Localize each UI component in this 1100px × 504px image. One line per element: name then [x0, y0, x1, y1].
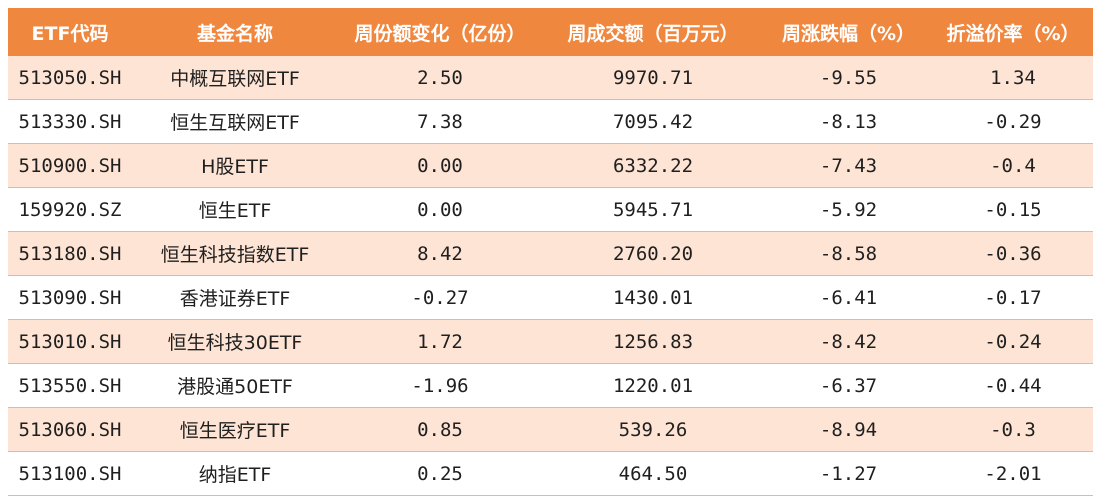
cell-turnover: 1256.83 [542, 319, 764, 364]
table-row: 513050.SH 中概互联网ETF 2.50 9970.71 -9.55 1.… [8, 56, 1093, 100]
cell-share-change: 7.38 [338, 99, 542, 144]
cell-premium: -0.24 [933, 319, 1093, 364]
cell-share-change: 0.00 [338, 143, 542, 188]
cell-weekly-change: -8.42 [764, 319, 933, 364]
etf-table-container: ETF代码 基金名称 周份额变化（亿份） 周成交额（百万元） 周涨跌幅（%） 折… [8, 8, 1093, 496]
table-row: 513180.SH 恒生科技指数ETF 8.42 2760.20 -8.58 -… [8, 231, 1093, 276]
cell-etf-code: 513100.SH [8, 451, 132, 496]
cell-weekly-change: -6.37 [764, 363, 933, 408]
cell-fund-name: 恒生ETF [132, 187, 338, 232]
cell-share-change: -1.96 [338, 363, 542, 408]
cell-fund-name: 恒生医疗ETF [132, 407, 338, 452]
cell-share-change: 0.25 [338, 451, 542, 496]
cell-turnover: 464.50 [542, 451, 764, 496]
cell-weekly-change: -6.41 [764, 275, 933, 320]
cell-fund-name: 中概互联网ETF [132, 56, 338, 100]
cell-etf-code: 513010.SH [8, 319, 132, 364]
cell-fund-name: 香港证券ETF [132, 275, 338, 320]
header-share-change: 周份额变化（亿份） [338, 8, 542, 56]
cell-weekly-change: -8.58 [764, 231, 933, 276]
header-etf-code: ETF代码 [8, 8, 132, 56]
table-body: 513050.SH 中概互联网ETF 2.50 9970.71 -9.55 1.… [8, 56, 1093, 496]
cell-turnover: 1220.01 [542, 363, 764, 408]
cell-premium: -2.01 [933, 451, 1093, 496]
table-row: 513010.SH 恒生科技30ETF 1.72 1256.83 -8.42 -… [8, 319, 1093, 364]
cell-weekly-change: -1.27 [764, 451, 933, 496]
cell-fund-name: 港股通50ETF [132, 363, 338, 408]
cell-turnover: 5945.71 [542, 187, 764, 232]
cell-etf-code: 513090.SH [8, 275, 132, 320]
cell-etf-code: 513180.SH [8, 231, 132, 276]
cell-premium: -0.44 [933, 363, 1093, 408]
cell-premium: -0.29 [933, 99, 1093, 144]
table-header: ETF代码 基金名称 周份额变化（亿份） 周成交额（百万元） 周涨跌幅（%） 折… [8, 8, 1093, 56]
cell-etf-code: 513330.SH [8, 99, 132, 144]
cell-weekly-change: -5.92 [764, 187, 933, 232]
cell-fund-name: H股ETF [132, 143, 338, 188]
cell-fund-name: 恒生科技指数ETF [132, 231, 338, 276]
table-row: 510900.SH H股ETF 0.00 6332.22 -7.43 -0.4 [8, 143, 1093, 188]
cell-etf-code: 513050.SH [8, 56, 132, 100]
cell-share-change: 0.00 [338, 187, 542, 232]
cell-premium: 1.34 [933, 56, 1093, 100]
header-weekly-change: 周涨跌幅（%） [764, 8, 933, 56]
cell-fund-name: 恒生科技30ETF [132, 319, 338, 364]
table-row: 513330.SH 恒生互联网ETF 7.38 7095.42 -8.13 -0… [8, 99, 1093, 144]
header-turnover: 周成交额（百万元） [542, 8, 764, 56]
header-fund-name: 基金名称 [132, 8, 338, 56]
cell-etf-code: 159920.SZ [8, 187, 132, 232]
cell-weekly-change: -9.55 [764, 56, 933, 100]
cell-turnover: 539.26 [542, 407, 764, 452]
cell-turnover: 2760.20 [542, 231, 764, 276]
table-row: 513550.SH 港股通50ETF -1.96 1220.01 -6.37 -… [8, 363, 1093, 408]
table-row: 513090.SH 香港证券ETF -0.27 1430.01 -6.41 -0… [8, 275, 1093, 320]
cell-premium: -0.15 [933, 187, 1093, 232]
cell-turnover: 6332.22 [542, 143, 764, 188]
cell-turnover: 7095.42 [542, 99, 764, 144]
cell-turnover: 9970.71 [542, 56, 764, 100]
cell-weekly-change: -7.43 [764, 143, 933, 188]
table-row: 513060.SH 恒生医疗ETF 0.85 539.26 -8.94 -0.3 [8, 407, 1093, 452]
cell-weekly-change: -8.13 [764, 99, 933, 144]
cell-fund-name: 恒生互联网ETF [132, 99, 338, 144]
cell-share-change: 1.72 [338, 319, 542, 364]
cell-turnover: 1430.01 [542, 275, 764, 320]
cell-share-change: 2.50 [338, 56, 542, 100]
cell-premium: -0.3 [933, 407, 1093, 452]
cell-etf-code: 513060.SH [8, 407, 132, 452]
cell-premium: -0.36 [933, 231, 1093, 276]
etf-weekly-table: ETF代码 基金名称 周份额变化（亿份） 周成交额（百万元） 周涨跌幅（%） 折… [8, 8, 1093, 496]
cell-premium: -0.17 [933, 275, 1093, 320]
cell-etf-code: 513550.SH [8, 363, 132, 408]
cell-share-change: 8.42 [338, 231, 542, 276]
cell-etf-code: 510900.SH [8, 143, 132, 188]
cell-fund-name: 纳指ETF [132, 451, 338, 496]
table-row: 513100.SH 纳指ETF 0.25 464.50 -1.27 -2.01 [8, 451, 1093, 496]
cell-share-change: 0.85 [338, 407, 542, 452]
cell-weekly-change: -8.94 [764, 407, 933, 452]
header-row: ETF代码 基金名称 周份额变化（亿份） 周成交额（百万元） 周涨跌幅（%） 折… [8, 8, 1093, 56]
table-row: 159920.SZ 恒生ETF 0.00 5945.71 -5.92 -0.15 [8, 187, 1093, 232]
header-premium: 折溢价率（%） [933, 8, 1093, 56]
cell-share-change: -0.27 [338, 275, 542, 320]
cell-premium: -0.4 [933, 143, 1093, 188]
